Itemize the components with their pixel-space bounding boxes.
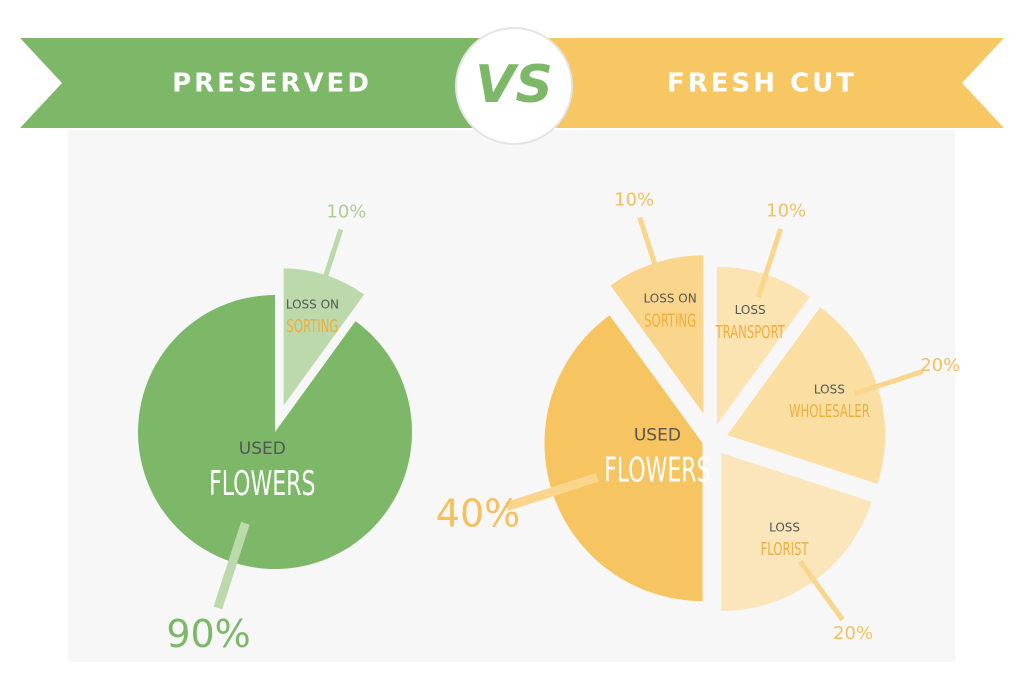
slice-label-top: USED (239, 439, 286, 459)
leader-line (505, 472, 599, 512)
chart-title: FRESH CUT (667, 69, 857, 99)
pie-slice (544, 315, 703, 602)
slice-label-main: WHOLESALER (789, 400, 870, 422)
percent-label: 40% (436, 492, 520, 536)
percent-label: 20% (833, 623, 873, 644)
percent-label: 10% (766, 201, 806, 222)
slice-label-main: FLOWERS (209, 464, 315, 503)
chart-title: PRESERVED (172, 69, 372, 99)
slice-label-main: FLORIST (761, 538, 809, 560)
slice-label-top: LOSS (769, 520, 800, 534)
slice-label-main: SORTING (286, 315, 338, 337)
pie-slice (610, 255, 704, 414)
slice-label-top: LOSS ON (286, 297, 339, 311)
slice-label-main: TRANSPORT (715, 321, 785, 343)
pie-slice (727, 307, 886, 484)
leader-line (213, 521, 250, 610)
leader-line (317, 228, 344, 296)
percent-label: 90% (166, 612, 250, 656)
vs-text: VS (475, 55, 553, 115)
pie-slice (721, 452, 872, 611)
slice-label-top: USED (634, 426, 681, 446)
vs-badge (455, 27, 573, 145)
leader-line (637, 216, 665, 287)
slice-label-top: LOSS (814, 382, 845, 396)
leader-line (854, 369, 924, 396)
slice-label-top: LOSS ON (644, 292, 697, 306)
left-ribbon (20, 38, 512, 128)
slice-label-main: SORTING (644, 309, 696, 331)
percent-label: 20% (920, 355, 960, 376)
leader-line (798, 560, 845, 622)
percent-label: 10% (326, 201, 366, 222)
pie-slice (283, 268, 365, 406)
pie-slice (716, 266, 810, 425)
pie-slice (138, 294, 412, 569)
percent-label: 10% (614, 189, 654, 210)
slice-label-main: FLOWERS (604, 451, 710, 490)
slice-label-top: LOSS (735, 303, 766, 317)
right-ribbon (512, 38, 1004, 128)
leader-line (756, 228, 783, 298)
